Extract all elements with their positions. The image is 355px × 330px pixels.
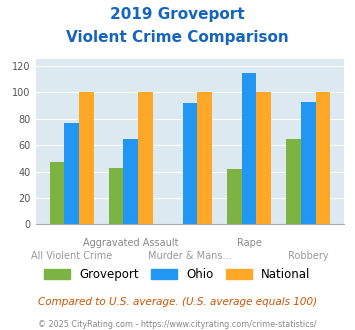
Bar: [286, 139, 301, 224]
Text: Compared to U.S. average. (U.S. average equals 100): Compared to U.S. average. (U.S. average …: [38, 297, 317, 307]
Bar: [182, 103, 197, 224]
Text: Rape: Rape: [236, 238, 262, 248]
Text: All Violent Crime: All Violent Crime: [31, 251, 112, 261]
Bar: [50, 162, 64, 224]
Bar: [138, 92, 153, 224]
Text: Murder & Mans...: Murder & Mans...: [148, 251, 232, 261]
Bar: [64, 123, 79, 224]
Bar: [79, 92, 94, 224]
Bar: [227, 169, 242, 224]
Bar: [109, 168, 124, 224]
Bar: [256, 92, 271, 224]
Bar: [124, 139, 138, 224]
Bar: [197, 92, 212, 224]
Bar: [242, 73, 256, 224]
Text: Robbery: Robbery: [288, 251, 328, 261]
Bar: [316, 92, 330, 224]
Bar: [301, 102, 316, 224]
Text: © 2025 CityRating.com - https://www.cityrating.com/crime-statistics/: © 2025 CityRating.com - https://www.city…: [38, 320, 317, 329]
Text: Violent Crime Comparison: Violent Crime Comparison: [66, 30, 289, 45]
Text: Aggravated Assault: Aggravated Assault: [83, 238, 179, 248]
Legend: Groveport, Ohio, National: Groveport, Ohio, National: [40, 263, 315, 286]
Text: 2019 Groveport: 2019 Groveport: [110, 7, 245, 21]
